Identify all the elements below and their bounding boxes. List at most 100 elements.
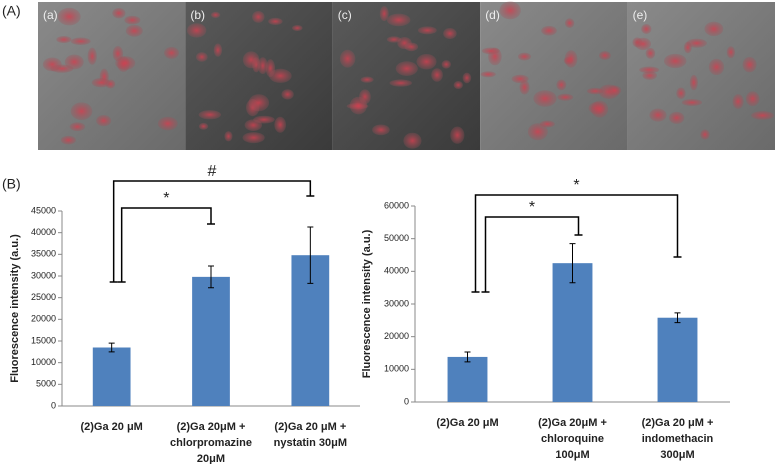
cell xyxy=(403,132,422,149)
cell xyxy=(87,47,97,65)
y-tick-label: 30000 xyxy=(384,298,409,308)
cell xyxy=(635,37,652,51)
y-tick-label: 10000 xyxy=(31,357,56,367)
bar-chart: 0 10000 20000 30000 40000 50000 60000 Fluoresce… xyxy=(361,177,730,461)
x-tick-label: chloroquine xyxy=(541,433,604,445)
y-tick-label: 20000 xyxy=(31,314,56,324)
cell xyxy=(539,120,555,128)
micrograph: (a) xyxy=(38,2,186,150)
x-tick-label: (2)Ga 20 μM + xyxy=(274,421,346,433)
cell xyxy=(42,57,62,72)
y-tick-label: 45000 xyxy=(31,205,56,215)
cell xyxy=(115,56,136,70)
y-tick-label: 20000 xyxy=(384,331,409,341)
significance-label: * xyxy=(529,199,535,216)
cell xyxy=(511,74,529,84)
cell xyxy=(541,25,557,36)
cell xyxy=(742,56,757,73)
cell xyxy=(198,110,222,120)
cell xyxy=(681,99,703,107)
cell xyxy=(481,47,500,55)
error-bar xyxy=(569,243,576,284)
cell xyxy=(732,94,744,109)
micrograph: (d) xyxy=(480,1,628,150)
cell xyxy=(274,116,287,133)
error-bar xyxy=(464,351,471,363)
y-axis-label: Fluorescence intensity (a.u.) xyxy=(9,234,21,383)
x-tick-label: (2)Ga 20μM + xyxy=(177,421,246,433)
cell xyxy=(157,116,178,131)
cell xyxy=(252,10,265,23)
significance-bracket xyxy=(109,180,315,283)
x-tick-label: (2)Ga 20μM + xyxy=(538,417,607,429)
y-tick-label: 40000 xyxy=(384,266,409,276)
bar xyxy=(192,276,230,406)
cell xyxy=(69,122,86,132)
x-tick-label: (2)Ga 20 μM xyxy=(436,417,498,429)
image-label: (a) xyxy=(43,8,58,22)
significance-label: # xyxy=(208,163,217,180)
cell xyxy=(645,47,656,59)
cell xyxy=(164,46,180,59)
significance-label: * xyxy=(573,177,579,194)
micrograph: (e) xyxy=(627,2,775,150)
y-tick-label: 50000 xyxy=(384,233,409,243)
cell xyxy=(57,7,81,26)
cell xyxy=(291,25,303,32)
cell xyxy=(441,60,451,69)
x-tick-label: (2)Ga 20 μM xyxy=(80,421,142,433)
image-label: (c) xyxy=(338,8,352,22)
cell xyxy=(210,11,221,19)
image-background xyxy=(480,2,628,150)
cell xyxy=(450,126,465,144)
cell xyxy=(96,115,112,127)
image-label: (d) xyxy=(485,8,500,22)
cell xyxy=(700,129,710,140)
cell xyxy=(195,52,208,62)
cell xyxy=(112,8,126,19)
significance-label: * xyxy=(163,190,169,207)
cell xyxy=(360,76,374,83)
y-tick-label: 40000 xyxy=(31,227,56,237)
cell xyxy=(186,23,207,38)
significance-bracket xyxy=(471,194,682,293)
cell xyxy=(379,6,389,22)
cell xyxy=(726,46,736,59)
cell xyxy=(70,37,91,46)
error-bar xyxy=(208,265,214,289)
cell xyxy=(443,28,457,40)
cell xyxy=(60,135,76,145)
cell xyxy=(349,96,368,115)
error-bar xyxy=(674,312,681,324)
x-tick-label: 100μM xyxy=(555,449,589,461)
cell xyxy=(453,81,463,90)
cell xyxy=(480,71,496,78)
cell xyxy=(404,42,419,52)
cell xyxy=(213,43,223,57)
bar xyxy=(92,347,131,406)
y-tick-label: 60000 xyxy=(384,200,409,210)
cell xyxy=(281,89,294,100)
panel-label: (B) xyxy=(2,176,21,192)
cell xyxy=(431,68,443,82)
cell xyxy=(708,58,725,76)
cell xyxy=(683,41,692,54)
micrograph: (b) xyxy=(185,2,333,150)
cell xyxy=(242,51,260,69)
y-tick-label: 10000 xyxy=(384,364,409,374)
cell xyxy=(527,123,548,141)
y-tick-label: 5000 xyxy=(36,379,56,389)
cell xyxy=(639,66,660,74)
cell xyxy=(416,53,437,70)
cell xyxy=(198,122,209,130)
cell xyxy=(668,111,685,124)
cell xyxy=(257,57,268,75)
cell xyxy=(386,36,402,43)
image-label: (b) xyxy=(190,8,205,22)
cell xyxy=(676,87,686,99)
cell xyxy=(56,36,72,44)
micrograph: (c) xyxy=(332,2,481,150)
cell xyxy=(462,72,472,84)
cell xyxy=(745,91,760,107)
